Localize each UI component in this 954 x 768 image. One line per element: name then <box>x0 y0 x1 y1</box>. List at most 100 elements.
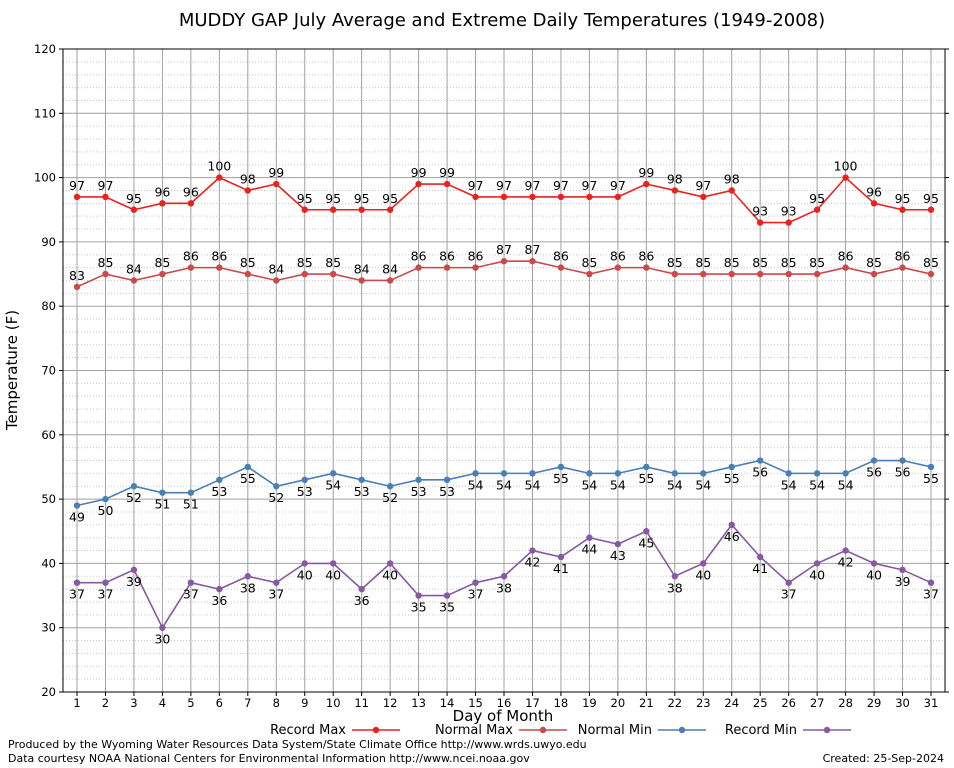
data-point-record-max <box>586 193 593 201</box>
data-point-normal-min <box>216 476 223 484</box>
data-point-normal-min <box>899 457 906 464</box>
data-label-record-min: 35 <box>411 600 427 615</box>
data-label-normal-min: 53 <box>354 484 370 499</box>
data-point-record-max <box>529 193 536 201</box>
data-label-normal-max: 86 <box>638 249 654 264</box>
data-label-record-max: 97 <box>98 178 114 193</box>
data-point-normal-min <box>785 470 792 477</box>
data-label-record-min: 38 <box>496 580 512 595</box>
x-tick-label: 12 <box>383 696 398 710</box>
data-point-record-min <box>927 579 935 586</box>
x-tick-label: 17 <box>525 696 540 710</box>
data-point-record-max <box>700 193 707 201</box>
data-point-normal-min <box>386 483 394 490</box>
legend-marker-record-min <box>823 726 831 734</box>
data-label-normal-min: 54 <box>781 477 797 492</box>
legend-label-normal-max: Normal Max <box>435 723 513 738</box>
data-point-record-max <box>927 206 935 213</box>
y-tick-label: 120 <box>34 42 56 56</box>
data-label-normal-max: 86 <box>183 249 199 264</box>
legend-marker-record-max <box>372 726 380 734</box>
data-label-normal-min: 54 <box>838 477 854 492</box>
legend-label-record-max: Record Max <box>270 723 346 738</box>
data-label-normal-min: 56 <box>895 465 911 480</box>
data-point-record-max <box>159 200 166 207</box>
data-point-record-max <box>187 200 195 207</box>
data-label-normal-min: 56 <box>866 465 882 480</box>
data-label-normal-max: 86 <box>553 249 569 264</box>
y-tick-label: 100 <box>34 171 56 185</box>
data-point-normal-max <box>443 264 451 271</box>
y-tick-label: 40 <box>41 556 56 570</box>
data-label-normal-max: 85 <box>98 255 114 270</box>
y-tick-label: 110 <box>34 106 56 120</box>
data-label-record-min: 36 <box>211 593 227 608</box>
x-tick-label: 26 <box>781 696 796 710</box>
data-point-record-max <box>614 193 622 201</box>
data-label-record-min: 46 <box>724 529 740 544</box>
data-point-record-min <box>273 579 280 586</box>
data-point-record-min <box>842 547 849 554</box>
data-point-record-min <box>785 579 792 586</box>
data-point-normal-min <box>557 463 565 471</box>
x-tick-label: 19 <box>582 696 597 710</box>
data-point-normal-max <box>728 270 735 278</box>
data-label-normal-max: 86 <box>895 249 911 264</box>
data-point-record-max <box>358 206 365 213</box>
x-tick-label: 2 <box>102 696 109 710</box>
x-tick-label: 6 <box>216 696 223 710</box>
data-label-record-max: 98 <box>240 171 256 186</box>
x-axis-label: Day of Month <box>453 707 554 725</box>
data-point-normal-min <box>927 463 935 471</box>
data-point-normal-max <box>130 277 138 284</box>
data-label-record-min: 42 <box>838 555 854 570</box>
data-point-normal-max <box>273 277 280 284</box>
data-point-record-min <box>102 579 109 586</box>
x-tick-label: 13 <box>411 696 426 710</box>
data-label-normal-min: 55 <box>923 471 939 486</box>
y-tick-label: 50 <box>41 492 56 506</box>
x-tick-label: 16 <box>497 696 512 710</box>
data-point-record-max <box>130 206 138 213</box>
data-label-record-min: 41 <box>752 561 768 576</box>
data-point-normal-max <box>529 257 536 265</box>
data-point-record-min <box>757 553 764 561</box>
data-point-record-max <box>643 180 650 188</box>
footer-created-date: Created: 25-Sep-2024 <box>823 752 944 765</box>
data-label-normal-min: 54 <box>325 477 341 492</box>
data-point-record-min <box>700 560 707 567</box>
data-point-normal-min <box>643 463 650 471</box>
series-record-max: 97 97 95 96 96 100 98 99 95 95 95 95 99 99 97 97 97 97 97 9… <box>69 159 939 226</box>
data-point-record-min <box>73 579 81 586</box>
data-label-record-max: 95 <box>382 191 398 206</box>
data-label-record-min: 37 <box>781 587 797 602</box>
data-label-record-min: 35 <box>439 600 455 615</box>
data-point-record-max <box>244 187 251 194</box>
data-label-normal-min: 53 <box>439 484 455 499</box>
data-point-record-max <box>870 200 878 207</box>
data-label-record-min: 41 <box>553 561 569 576</box>
data-point-record-min <box>614 540 622 548</box>
data-label-record-min: 40 <box>325 567 341 582</box>
data-label-record-min: 43 <box>610 548 626 563</box>
data-label-record-min: 40 <box>382 567 398 582</box>
data-label-normal-max: 85 <box>297 255 313 270</box>
data-point-normal-max <box>927 270 935 278</box>
data-point-normal-min <box>671 470 678 477</box>
data-label-normal-min: 54 <box>667 477 683 492</box>
data-label-normal-max: 85 <box>781 255 797 270</box>
y-tick-label: 60 <box>41 428 56 442</box>
data-point-record-max <box>757 219 764 226</box>
data-point-normal-min <box>301 476 308 484</box>
data-point-normal-max <box>301 270 308 278</box>
data-label-normal-min: 50 <box>98 503 114 518</box>
x-tick-label: 21 <box>639 696 654 710</box>
data-point-record-min <box>728 521 735 529</box>
data-label-record-max: 95 <box>297 191 313 206</box>
data-point-normal-min <box>443 476 451 484</box>
data-label-record-min: 40 <box>809 567 825 582</box>
data-point-normal-max <box>700 270 707 278</box>
data-label-record-min: 39 <box>895 574 911 589</box>
data-label-record-min: 37 <box>98 587 114 602</box>
data-label-record-max: 99 <box>638 165 654 180</box>
